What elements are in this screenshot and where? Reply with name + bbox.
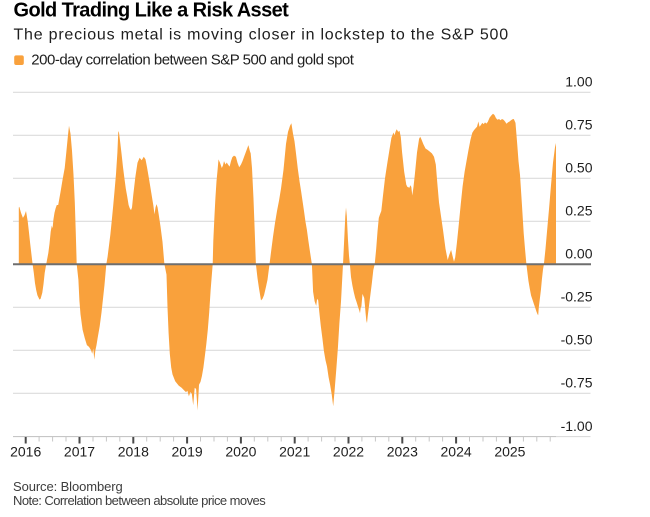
svg-text:2017: 2017 [64,443,95,459]
svg-text:0.75: 0.75 [565,117,592,133]
svg-text:Source: Bloomberg: Source: Bloomberg [13,479,123,494]
svg-text:1.00: 1.00 [565,74,592,90]
svg-text:-0.50: -0.50 [561,332,593,348]
svg-text:2024: 2024 [441,443,472,459]
svg-text:Note: Correlation between abso: Note: Correlation between absolute price… [13,493,266,508]
svg-text:-1.00: -1.00 [561,418,593,434]
svg-text:0.50: 0.50 [565,160,592,176]
svg-text:200-day correlation between S&: 200-day correlation between S&P 500 and … [31,52,354,69]
svg-text:0.00: 0.00 [565,246,592,262]
svg-text:Gold Trading Like a Risk Asset: Gold Trading Like a Risk Asset [14,0,290,21]
svg-text:2020: 2020 [225,443,256,459]
svg-text:2023: 2023 [387,443,418,459]
svg-text:2019: 2019 [172,443,203,459]
svg-text:2022: 2022 [333,443,364,459]
svg-text:The precious metal is moving c: The precious metal is moving closer in l… [14,27,509,44]
svg-text:2021: 2021 [279,443,310,459]
svg-text:-0.75: -0.75 [561,375,593,391]
svg-text:2016: 2016 [10,443,41,459]
svg-text:2025: 2025 [494,443,525,459]
svg-text:-0.25: -0.25 [561,289,593,305]
svg-text:2018: 2018 [118,443,149,459]
svg-text:0.25: 0.25 [565,203,592,219]
